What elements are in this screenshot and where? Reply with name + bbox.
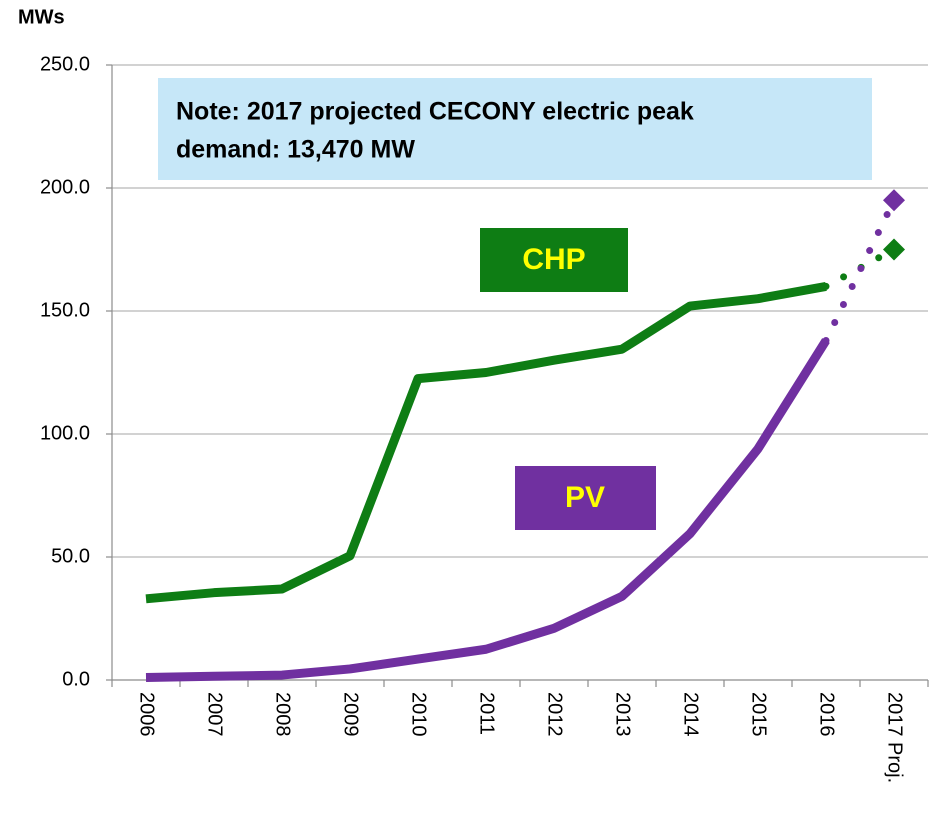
x-tick-label: 2017 Proj.: [884, 692, 906, 783]
x-tick-label: 2016: [816, 692, 838, 737]
projection-marker: [883, 238, 905, 261]
y-axis-label: MWs: [18, 6, 65, 28]
x-tick-label: 2009: [340, 692, 362, 737]
x-tick-label: 2013: [612, 692, 634, 737]
y-tick-label: 100.0: [40, 422, 90, 444]
x-tick-label: 2008: [272, 692, 294, 737]
x-tick-label: 2014: [680, 692, 702, 737]
note-box: [158, 78, 872, 180]
y-tick-label: 50.0: [51, 545, 90, 567]
series-line: [145, 281, 827, 604]
series-line: [145, 338, 830, 683]
y-tick-label: 250.0: [40, 53, 90, 75]
series-label: CHP: [522, 243, 585, 276]
x-tick-label: 2010: [408, 692, 430, 737]
y-tick-label: 150.0: [40, 299, 90, 321]
x-tick-label: 2015: [748, 692, 770, 737]
y-tick-label: 200.0: [40, 176, 90, 198]
note-line: demand: 13,470 MW: [176, 136, 415, 164]
x-tick-label: 2012: [544, 692, 566, 737]
note-line: Note: 2017 projected CECONY electric pea…: [176, 98, 694, 126]
x-tick-label: 2006: [136, 692, 158, 737]
projection-line: [822, 196, 898, 345]
chp-label-box: [480, 228, 628, 292]
y-tick-label: 0.0: [62, 668, 90, 690]
x-tick-label: 2011: [476, 692, 498, 735]
projection-marker: [883, 189, 905, 212]
series-label: PV: [565, 481, 605, 514]
pv-label-box: [515, 466, 656, 530]
x-tick-label: 2007: [204, 692, 226, 737]
